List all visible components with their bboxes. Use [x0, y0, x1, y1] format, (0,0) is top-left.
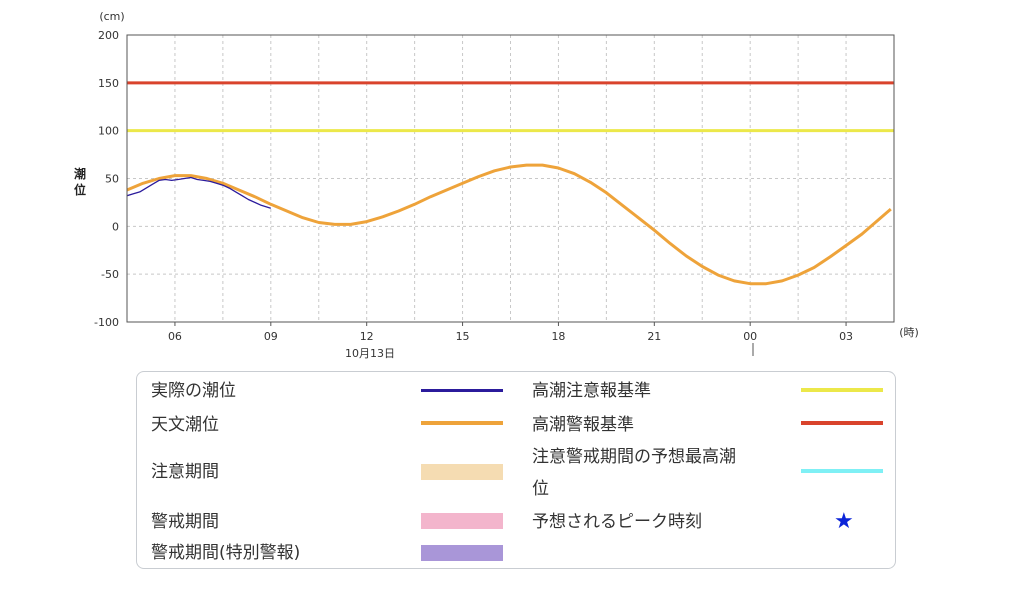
x-tick-label: 00 [743, 330, 757, 343]
x-tick-label: 18 [551, 330, 565, 343]
y-unit-label: (cm) [99, 10, 124, 23]
x-tick-label: 15 [456, 330, 470, 343]
legend-item-special-warning-period: 警戒期間(特別警報) [151, 537, 300, 569]
y-tick-label: -100 [94, 316, 119, 329]
legend-label-forecast-max-1: 注意警戒期間の予想最高潮 [532, 447, 736, 467]
legend-label-astronomical: 天文潮位 [151, 415, 219, 435]
legend-swatch-advisory-standard [801, 388, 883, 392]
tide-chart: 200 150 100 50 0 -50 -100 06 09 12 15 18 21 00 03 (cm)… [74, 10, 919, 360]
legend-item-warning-period: 警戒期間 [151, 506, 219, 538]
legend-item-warning-standard: 高潮警報基準 [532, 409, 634, 441]
peak-star-icon: ★ [834, 509, 854, 534]
plot-frame [126, 34, 895, 323]
threshold-lines [127, 81, 894, 133]
y-tick-label: 100 [98, 125, 119, 138]
legend-label-warning-period: 警戒期間 [151, 512, 219, 532]
x-tick-label: 12 [360, 330, 374, 343]
legend-item-advisory-standard: 高潮注意報基準 [532, 375, 651, 407]
x-tick-label: 03 [839, 330, 853, 343]
x-tick-label: 06 [168, 330, 182, 343]
legend-swatch-warning-period [421, 513, 503, 529]
y-tick-label: 0 [112, 220, 119, 233]
legend-label-forecast-max-2: 位 [532, 479, 549, 499]
series-line [126, 176, 271, 209]
chart-grid [127, 35, 894, 322]
legend-swatch-actual [421, 389, 503, 392]
chart-legend: 実際の潮位 天文潮位 注意期間 警戒期間 警戒期間(特別警報) 高潮注意報基準 … [136, 371, 896, 569]
legend-item-caution-period: 注意期間 [151, 456, 219, 488]
legend-swatch-special-warning-period [421, 545, 503, 561]
y-axis-label-1: 潮 [74, 166, 86, 181]
legend-label-warning-standard: 高潮警報基準 [532, 415, 634, 435]
legend-label-peak-time: 予想されるピーク時刻 [532, 512, 702, 532]
y-tick-label: 50 [105, 173, 119, 186]
chart-series [126, 163, 892, 286]
legend-swatch-forecast-max [801, 469, 883, 473]
legend-item-forecast-max: 注意警戒期間の予想最高潮 位 [532, 441, 736, 505]
legend-item-astronomical: 天文潮位 [151, 409, 219, 441]
legend-label-actual: 実際の潮位 [151, 381, 236, 401]
y-tick-label: 150 [98, 77, 119, 90]
y-tick-label: -50 [101, 268, 119, 281]
legend-swatch-astronomical [421, 421, 503, 425]
y-tick-label: 200 [98, 29, 119, 42]
legend-item-peak-time: 予想されるピーク時刻 [532, 506, 702, 538]
series-line [126, 163, 892, 286]
legend-swatch-warning-standard [801, 421, 883, 425]
legend-swatch-caution-period [421, 464, 503, 480]
y-axis-label-2: 位 [74, 182, 86, 197]
legend-item-actual: 実際の潮位 [151, 375, 236, 407]
x-tick-label: 09 [264, 330, 278, 343]
legend-label-advisory-standard: 高潮注意報基準 [532, 381, 651, 401]
chart-axes: 200 150 100 50 0 -50 -100 06 09 12 15 18 21 00 03 [94, 29, 895, 343]
legend-label-special-warning-period: 警戒期間(特別警報) [151, 543, 301, 563]
x-unit-label: (時) [899, 326, 919, 339]
legend-label-caution-period: 注意期間 [151, 462, 219, 482]
date-label: 10月13日 [345, 347, 395, 360]
x-tick-label: 21 [647, 330, 661, 343]
